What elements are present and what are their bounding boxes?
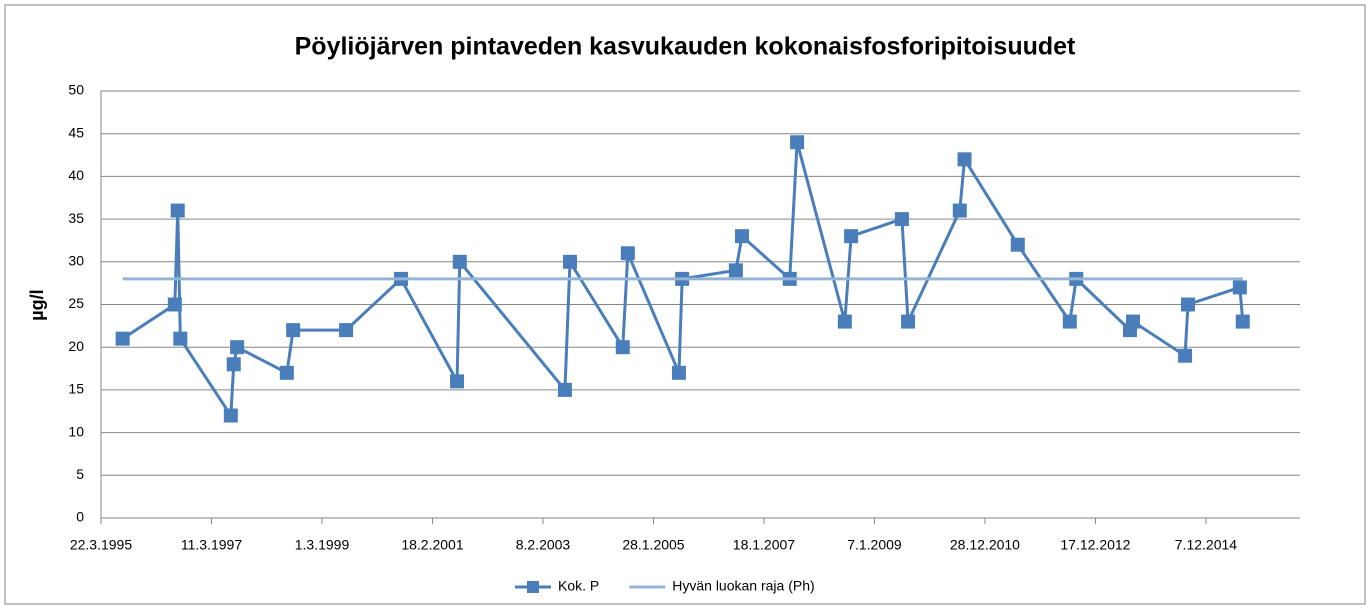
data-point: [837, 314, 852, 329]
data-point: [728, 263, 743, 278]
y-tick-label: 25: [68, 295, 84, 311]
data-point: [671, 365, 686, 380]
data-point: [230, 340, 245, 355]
data-point: [286, 323, 301, 338]
data-point: [339, 323, 354, 338]
data-point: [1062, 314, 1077, 329]
data-point: [1178, 348, 1193, 363]
data-point: [620, 246, 635, 261]
x-tick-label: 7.12.2014: [1175, 537, 1237, 553]
legend-marker: [527, 581, 539, 593]
y-tick-label: 30: [68, 253, 84, 269]
data-point: [957, 152, 972, 167]
data-point: [1232, 280, 1247, 295]
data-point: [223, 408, 238, 423]
x-tick-label: 17.12.2012: [1060, 537, 1130, 553]
y-axis-label: µg/l: [27, 289, 47, 320]
data-point: [894, 212, 909, 227]
legend-label: Kok. P: [558, 578, 599, 594]
series-line: [121, 141, 1245, 421]
x-tick-label: 22.3.1995: [70, 537, 132, 553]
data-point: [901, 314, 916, 329]
data-point: [1010, 237, 1025, 252]
y-tick-label: 0: [76, 509, 84, 525]
data-point: [844, 229, 859, 244]
data-point: [1235, 314, 1250, 329]
x-tick-label: 11.3.1997: [181, 537, 242, 553]
data-point: [1180, 297, 1195, 312]
data-point: [450, 374, 465, 389]
data-point: [452, 254, 467, 269]
data-point: [173, 331, 188, 346]
x-tick-label: 7.1.2009: [847, 537, 902, 553]
y-tick-label: 15: [68, 381, 84, 397]
x-tick-label: 18.2.2001: [401, 537, 463, 553]
y-tick-label: 50: [68, 82, 84, 98]
y-tick-label: 20: [68, 338, 84, 354]
data-point: [562, 254, 577, 269]
data-point: [615, 340, 630, 355]
data-point: [167, 297, 182, 312]
data-point: [279, 365, 294, 380]
x-tick-label: 8.2.2003: [516, 537, 571, 553]
data-point: [115, 331, 130, 346]
data-point: [1126, 314, 1141, 329]
legend-label: Hyvän luokan raja (Ph): [672, 578, 814, 594]
data-point: [226, 357, 241, 372]
data-point: [557, 382, 572, 397]
x-tick-label: 1.3.1999: [295, 537, 350, 553]
y-tick-label: 10: [68, 423, 84, 439]
x-tick-label: 28.12.2010: [950, 537, 1020, 553]
x-tick-label: 28.1.2005: [622, 537, 684, 553]
y-tick-label: 5: [76, 466, 84, 482]
data-point: [170, 203, 185, 218]
x-tick-label: 18.1.2007: [733, 537, 795, 553]
data-point: [735, 229, 750, 244]
data-point: [952, 203, 967, 218]
y-tick-label: 40: [68, 167, 84, 183]
y-tick-label: 35: [68, 210, 84, 226]
chart-title: Pöyliöjärven pintaveden kasvukauden koko…: [295, 33, 1076, 61]
y-tick-label: 45: [68, 124, 84, 140]
data-point: [790, 135, 805, 150]
